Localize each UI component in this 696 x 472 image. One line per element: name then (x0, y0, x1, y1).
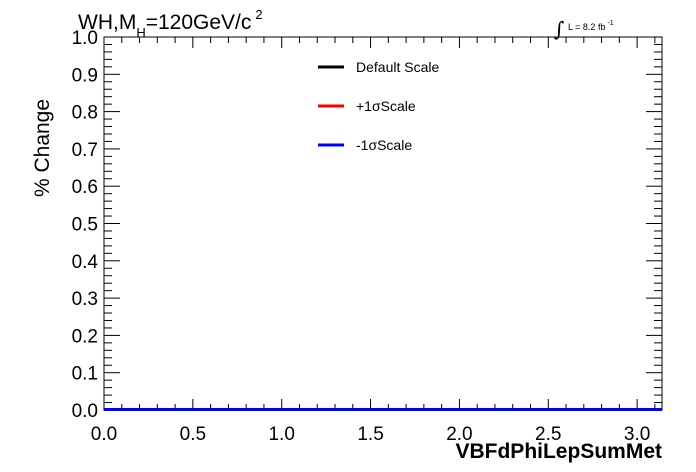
x-tick-label: 2.5 (535, 424, 561, 445)
title-prefix: WH,M (78, 11, 136, 34)
lumi-text: L = 8.2 fb (568, 22, 605, 32)
y-tick-label: 0.5 (72, 215, 98, 236)
title-middle: =120GeV/c (146, 11, 252, 34)
x-axis-ticks: 0.0 0.5 1.0 1.5 2.0 2.5 3.0 (91, 37, 656, 445)
legend-label-1: +1σScale (356, 98, 416, 114)
y-axis-label: % Change (31, 99, 54, 197)
x-tick-label: 1.0 (268, 424, 294, 445)
lumi-label: L = 8.2 fb -1 (568, 20, 614, 32)
y-tick-label: 0.1 (72, 364, 98, 385)
title-superscript: 2 (255, 7, 262, 22)
title-subscript: H (136, 25, 145, 40)
x-axis-label: VBFdPhiLepSumMet (455, 440, 662, 463)
y-tick-label: 0.3 (72, 289, 98, 310)
legend-label-2: -1σScale (356, 137, 412, 153)
x-tick-label: 3.0 (624, 424, 650, 445)
lumi-integral-sign: ∫ (554, 17, 564, 41)
x-tick-label: 1.5 (357, 424, 383, 445)
x-tick-label: 2.0 (446, 424, 472, 445)
chart-title: WH,MH=120GeV/c 2 (78, 7, 263, 40)
y-tick-label: 0.6 (72, 177, 98, 198)
legend: Default Scale +1σScale -1σScale (318, 59, 439, 153)
y-tick-label: 0.2 (72, 326, 98, 347)
legend-label-0: Default Scale (356, 59, 439, 75)
x-tick-label: 0.0 (91, 424, 117, 445)
y-tick-label: 0.4 (72, 252, 99, 273)
y-axis-ticks: 0.0 0.1 0.2 0.3 0.4 0.5 0.6 0.7 0.8 0.9 1.0 (72, 28, 662, 422)
y-tick-label: 0.9 (72, 65, 98, 86)
y-tick-label: 0.8 (72, 103, 98, 124)
y-tick-label: 0.0 (72, 401, 98, 422)
y-tick-label: 0.7 (72, 140, 98, 161)
y-tick-label: 1.0 (72, 28, 98, 49)
lumi-superscript: -1 (607, 20, 613, 27)
x-tick-label: 0.5 (180, 424, 206, 445)
